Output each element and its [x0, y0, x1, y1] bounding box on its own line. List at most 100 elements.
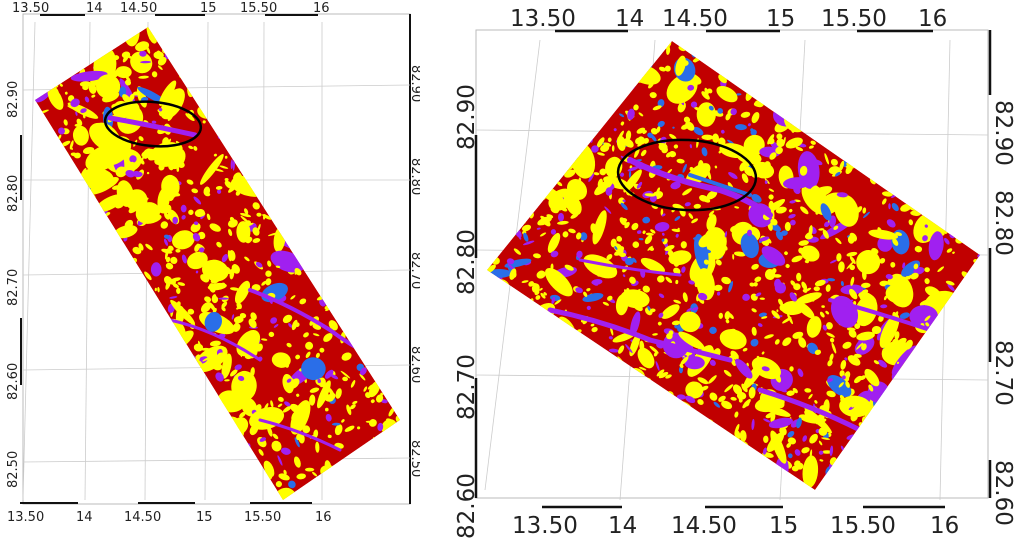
class-patch	[261, 280, 267, 286]
class-patch	[259, 110, 266, 116]
class-patch	[559, 467, 565, 472]
class-patch	[336, 259, 347, 266]
class-patch	[366, 126, 374, 133]
class-patch	[940, 147, 948, 157]
class-patch	[149, 299, 156, 304]
class-patch	[829, 324, 833, 328]
class-patch	[310, 27, 314, 30]
class-patch	[872, 128, 878, 133]
class-patch	[588, 415, 598, 426]
class-patch	[978, 284, 980, 295]
class-patch	[213, 168, 224, 172]
class-patch	[735, 358, 753, 379]
class-patch	[192, 494, 199, 500]
class-patch	[329, 81, 337, 86]
class-patch	[639, 399, 644, 403]
class-patch	[488, 395, 494, 402]
class-patch	[643, 138, 649, 144]
class-patch	[950, 197, 961, 210]
class-patch	[546, 447, 568, 467]
class-patch	[969, 374, 977, 381]
class-patch	[963, 322, 975, 331]
class-patch	[631, 41, 643, 66]
class-patch	[628, 170, 632, 178]
class-patch	[401, 497, 404, 500]
class-patch	[296, 187, 302, 194]
class-patch	[622, 199, 626, 203]
class-patch	[635, 137, 642, 145]
class-patch	[971, 372, 980, 383]
class-patch	[205, 382, 210, 392]
class-patch	[598, 464, 605, 471]
right-top-x-tick: 14.50	[662, 6, 728, 32]
class-patch	[893, 465, 901, 473]
class-patch	[350, 483, 357, 490]
class-patch	[907, 70, 916, 78]
class-patch	[160, 474, 174, 490]
class-patch	[848, 329, 857, 338]
class-patch	[902, 262, 906, 269]
class-patch	[880, 458, 884, 465]
class-patch	[62, 325, 71, 329]
class-patch	[63, 119, 68, 126]
class-patch	[932, 128, 937, 134]
class-patch	[216, 94, 219, 103]
class-patch	[510, 167, 516, 172]
class-patch	[928, 360, 935, 366]
class-patch	[558, 54, 562, 58]
class-patch	[591, 225, 597, 231]
class-patch	[140, 60, 152, 64]
class-patch	[95, 74, 121, 99]
class-patch	[708, 238, 727, 260]
class-patch	[332, 211, 339, 217]
class-patch	[961, 417, 970, 423]
class-patch	[222, 266, 231, 271]
class-patch	[136, 351, 142, 356]
left-left-y-ticks: 82.90 82.80 82.70 82.60 82.50	[6, 81, 22, 488]
class-patch	[267, 180, 273, 186]
left-highlight-ellipse	[103, 100, 203, 148]
class-patch	[969, 326, 979, 329]
right-map-svg: 13.50 14 14.50 15 15.50 16 13.50 14 14.5…	[454, 6, 1016, 539]
class-patch	[495, 328, 501, 336]
class-patch	[377, 198, 382, 205]
class-patch	[861, 164, 867, 170]
class-patch	[348, 239, 354, 245]
class-patch	[854, 143, 865, 152]
class-patch	[780, 389, 788, 393]
class-patch	[628, 61, 637, 71]
channel-streak	[258, 418, 342, 452]
class-patch	[906, 447, 913, 454]
class-patch	[944, 237, 950, 245]
class-patch	[817, 414, 825, 421]
class-patch	[763, 161, 771, 171]
class-patch	[664, 465, 671, 474]
class-patch	[487, 154, 493, 165]
class-patch	[677, 490, 684, 497]
class-patch	[183, 373, 194, 380]
class-patch	[285, 88, 296, 94]
class-patch	[217, 48, 228, 56]
class-patch	[808, 225, 813, 237]
class-patch	[564, 107, 574, 116]
class-patch	[35, 283, 40, 296]
class-patch	[347, 479, 356, 488]
class-patch	[35, 456, 39, 461]
class-patch	[215, 372, 224, 382]
class-patch	[589, 363, 593, 367]
class-patch	[772, 59, 782, 67]
class-patch	[775, 206, 787, 214]
class-patch	[364, 464, 398, 493]
class-patch	[945, 280, 955, 286]
class-patch	[250, 367, 255, 377]
class-patch	[275, 481, 283, 488]
class-patch	[27, 93, 35, 105]
class-patch	[242, 36, 247, 41]
class-patch	[338, 141, 349, 150]
class-patch	[818, 427, 828, 436]
class-patch	[912, 154, 917, 159]
class-patch	[196, 467, 203, 474]
class-patch	[844, 122, 865, 139]
class-patch	[724, 41, 753, 60]
class-patch	[341, 419, 345, 423]
